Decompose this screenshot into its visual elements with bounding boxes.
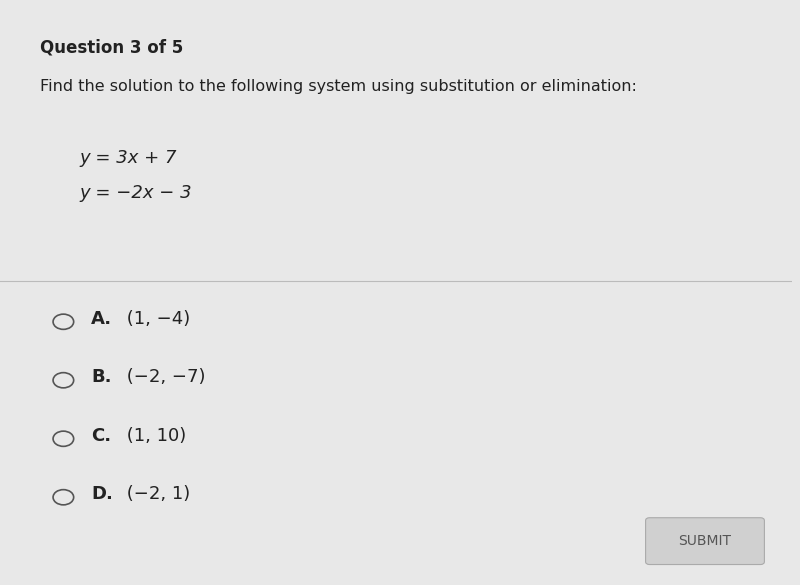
- Text: D.: D.: [91, 486, 113, 503]
- Text: (1, −4): (1, −4): [121, 310, 190, 328]
- Text: Find the solution to the following system using substitution or elimination:: Find the solution to the following syste…: [40, 79, 637, 94]
- Text: C.: C.: [91, 427, 111, 445]
- Text: Question 3 of 5: Question 3 of 5: [40, 38, 183, 56]
- Text: (−2, 1): (−2, 1): [121, 486, 190, 503]
- Text: SUBMIT: SUBMIT: [678, 534, 731, 548]
- Text: (−2, −7): (−2, −7): [121, 369, 206, 386]
- FancyBboxPatch shape: [646, 518, 765, 565]
- Text: A.: A.: [91, 310, 112, 328]
- Text: y = −2x − 3: y = −2x − 3: [79, 184, 192, 202]
- Text: B.: B.: [91, 369, 111, 386]
- Text: (1, 10): (1, 10): [121, 427, 186, 445]
- Text: y = 3x + 7: y = 3x + 7: [79, 149, 177, 167]
